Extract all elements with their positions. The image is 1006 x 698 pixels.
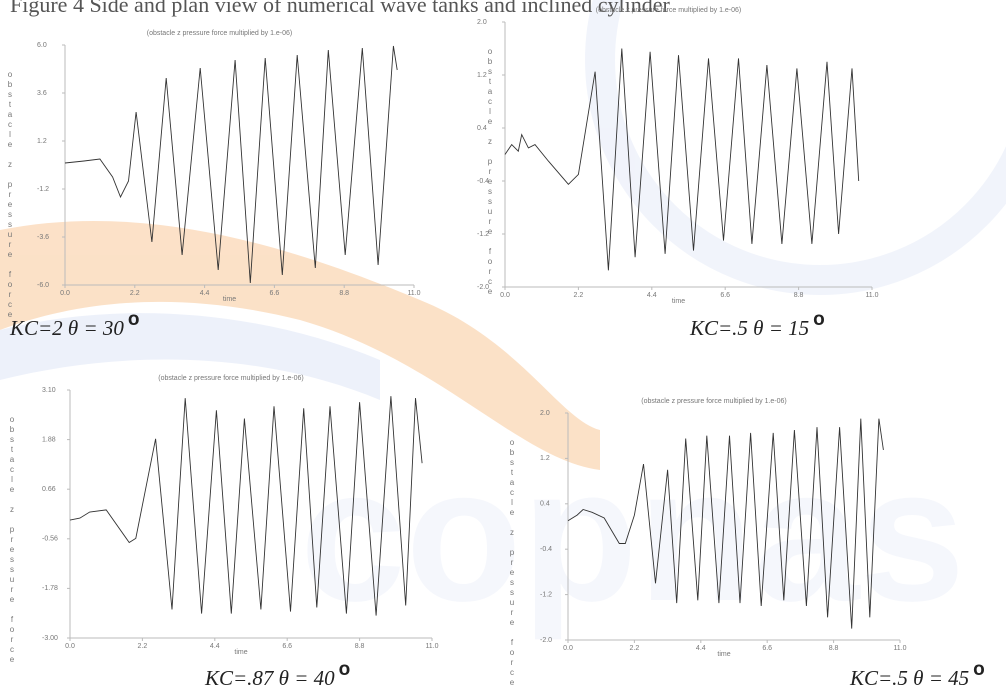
chart-title: (obstacle z pressure force multiplied by… (596, 7, 742, 14)
x-tick-label: 2.2 (138, 643, 148, 650)
x-tick-label: 4.4 (696, 645, 706, 652)
y-tick-label: 1.2 (540, 455, 550, 462)
x-tick-label: 11.0 (865, 292, 878, 299)
caption: KC=.5 θ = 45 (849, 666, 969, 690)
x-axis-label: time (672, 298, 685, 305)
caption: KC=.5 θ = 15 (689, 316, 809, 340)
x-tick-label: 11.0 (407, 290, 420, 297)
y-axis-label: obstacle z pressure force (508, 438, 517, 688)
y-tick-label: 3.10 (42, 387, 56, 394)
y-tick-label: 3.6 (37, 90, 47, 97)
x-tick-label: 8.8 (829, 645, 839, 652)
chart-title: (obstacle z pressure force multiplied by… (147, 30, 293, 37)
chart-title: (obstacle z pressure force multiplied by… (641, 398, 787, 405)
y-tick-label: -1.2 (540, 591, 552, 598)
y-tick-label: -2.0 (540, 637, 552, 644)
y-tick-label: 1.2 (37, 138, 47, 145)
chart-title: (obstacle z pressure force multiplied by… (158, 375, 304, 382)
caption-degree: o (813, 309, 825, 330)
watermark-text: copnas (300, 429, 965, 641)
x-tick-label: 8.8 (355, 643, 365, 650)
x-tick-label: 4.4 (210, 643, 220, 650)
y-axis-label: obstacle z pressure force (8, 415, 17, 665)
x-tick-label: 0.0 (563, 645, 573, 652)
y-tick-label: -3.6 (37, 234, 49, 241)
x-tick-label: 11.0 (425, 643, 438, 650)
x-tick-label: 0.0 (500, 292, 510, 299)
y-tick-label: -3.00 (42, 635, 58, 642)
caption: KC=2 θ = 30 (9, 316, 124, 340)
caption: KC=.87 θ = 40 (204, 666, 335, 690)
x-tick-label: 4.4 (647, 292, 657, 299)
y-axis-label: obstacle z pressure force (486, 47, 495, 297)
x-tick-label: 8.8 (794, 292, 804, 299)
x-tick-label: 6.6 (282, 643, 292, 650)
x-tick-label: 0.0 (60, 290, 70, 297)
page: copnas Figure 4 Side and plan view of nu… (0, 0, 1006, 698)
y-tick-label: 1.88 (42, 436, 56, 443)
x-axis-label: time (223, 296, 236, 303)
y-tick-label: 0.66 (42, 486, 56, 493)
x-tick-label: 2.2 (574, 292, 584, 299)
x-axis-label: time (717, 651, 730, 658)
y-tick-label: 2.0 (540, 410, 550, 417)
y-tick-label: -1.78 (42, 585, 58, 592)
y-axis-label: obstacle z pressure force (6, 70, 15, 320)
y-tick-label: 6.0 (37, 42, 47, 49)
caption-degree: o (973, 659, 985, 680)
figure: copnas Figure 4 Side and plan view of nu… (0, 0, 1006, 698)
x-tick-label: 6.6 (762, 645, 772, 652)
y-tick-label: -0.56 (42, 536, 58, 543)
y-tick-label: -6.0 (37, 282, 49, 289)
caption-degree: o (339, 659, 351, 680)
figure-caption: Figure 4 Side and plan view of numerical… (10, 0, 670, 17)
caption-degree: o (128, 309, 140, 330)
x-tick-label: 0.0 (65, 643, 75, 650)
x-axis-label: time (234, 649, 247, 656)
y-tick-label: -0.4 (540, 546, 552, 553)
x-tick-label: 2.2 (630, 645, 640, 652)
x-tick-label: 6.6 (720, 292, 730, 299)
x-tick-label: 8.8 (339, 290, 349, 297)
x-tick-label: 11.0 (893, 645, 906, 652)
x-tick-label: 2.2 (130, 290, 140, 297)
y-tick-label: 2.0 (477, 19, 487, 26)
y-tick-label: 0.4 (540, 501, 550, 508)
x-tick-label: 6.6 (270, 290, 280, 297)
x-tick-label: 4.4 (200, 290, 210, 297)
y-tick-label: -1.2 (37, 186, 49, 193)
